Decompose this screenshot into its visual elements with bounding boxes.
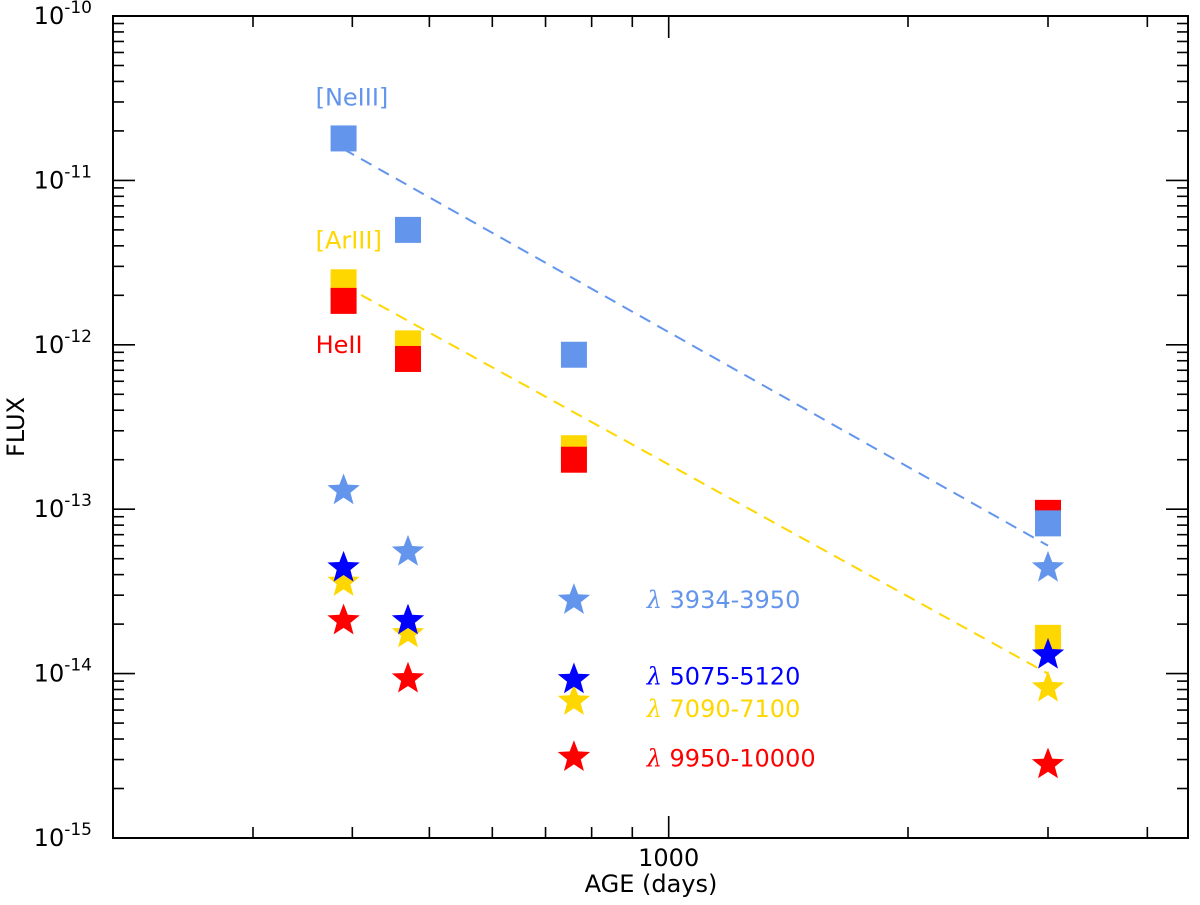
star-marker [327,550,360,582]
y-tick-label: 10-12 [34,327,92,359]
star-marker [327,565,360,596]
star-marker [391,603,425,635]
star-marker [1031,670,1065,702]
star-marker [557,583,591,614]
x-axis-title: AGE (days) [585,870,718,898]
square-marker [560,341,587,368]
y-tick-label: 10-15 [34,820,92,852]
fit-lines [343,148,1049,675]
y-tick-label: 10-14 [34,656,92,688]
y-tick-label: 10-11 [34,162,92,194]
series-annotation: [ArIII] [316,227,382,255]
series-annotation: [NeIII] [316,83,389,111]
star-marker [391,661,425,693]
series-annotation: λ 9950-10000 [646,744,816,772]
star-marker [391,616,425,648]
annotations: [NeIII] [ArIII] HeII λ 3934-3950 λ 5075-5120… [316,83,816,772]
series-annotation: HeII [316,331,363,359]
data-markers [327,125,1065,779]
series-annotation: λ 3934-3950 [646,586,801,614]
star-marker [327,473,360,505]
square-marker [395,216,422,243]
y-axis-title: FLUX [2,397,30,457]
series-annotation: λ 7090-7100 [646,695,801,723]
fit-line [343,148,1049,547]
square-marker [1035,510,1062,537]
plot-frame [112,15,1189,839]
star-marker [1031,550,1065,582]
square-marker [330,125,357,152]
series-annotation: λ 5075-5120 [646,663,801,691]
y-tick-label: 10-10 [34,0,92,30]
square-marker [560,446,587,473]
square-marker [395,345,422,372]
star-marker [1031,747,1065,779]
axis-ticks [112,16,1188,839]
fit-line [343,284,1049,675]
y-tick-label: 10-13 [34,491,92,523]
star-marker [391,534,425,566]
star-marker [1031,637,1065,669]
star-marker [557,740,591,771]
star-marker [327,603,360,635]
x-tick-label: 1000 [638,844,699,872]
star-marker [557,662,591,694]
tick-labels: 10-15 10-14 10-13 10-12 10-11 10-10 1000 [34,0,700,872]
square-marker [330,287,357,314]
star-marker [557,684,591,715]
